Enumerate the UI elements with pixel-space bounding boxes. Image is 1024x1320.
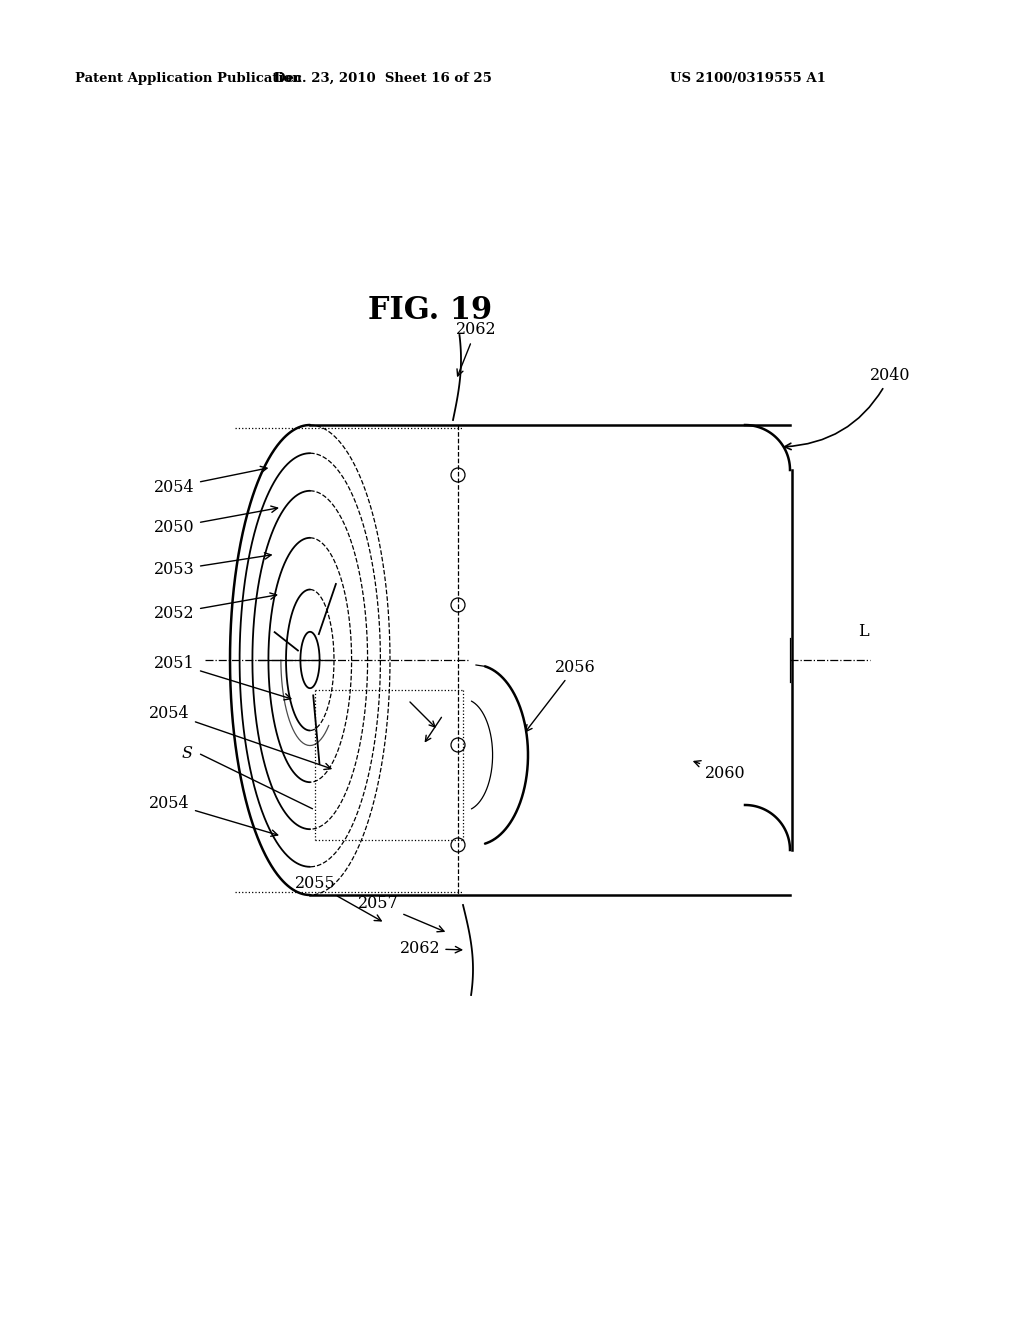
Text: L: L <box>858 623 868 640</box>
Text: 2056: 2056 <box>525 659 596 731</box>
Text: S: S <box>182 744 193 762</box>
Text: 2060: 2060 <box>694 760 745 781</box>
Text: Dec. 23, 2010  Sheet 16 of 25: Dec. 23, 2010 Sheet 16 of 25 <box>274 73 492 84</box>
Text: 2051: 2051 <box>155 655 291 700</box>
Text: 2052: 2052 <box>155 593 276 622</box>
Text: 2055: 2055 <box>295 875 381 921</box>
Text: 2054: 2054 <box>150 705 331 770</box>
Text: 2054: 2054 <box>155 466 267 495</box>
Text: Patent Application Publication: Patent Application Publication <box>75 73 302 84</box>
Text: 2040: 2040 <box>784 367 910 450</box>
Text: 2050: 2050 <box>155 506 278 536</box>
Text: US 2100/0319555 A1: US 2100/0319555 A1 <box>670 73 826 84</box>
Text: 2057: 2057 <box>357 895 444 932</box>
Text: 2062: 2062 <box>456 322 497 376</box>
Text: 2054: 2054 <box>150 795 278 837</box>
Text: FIG. 19: FIG. 19 <box>368 294 493 326</box>
Text: 2062: 2062 <box>399 940 462 957</box>
Text: 2053: 2053 <box>155 553 271 578</box>
